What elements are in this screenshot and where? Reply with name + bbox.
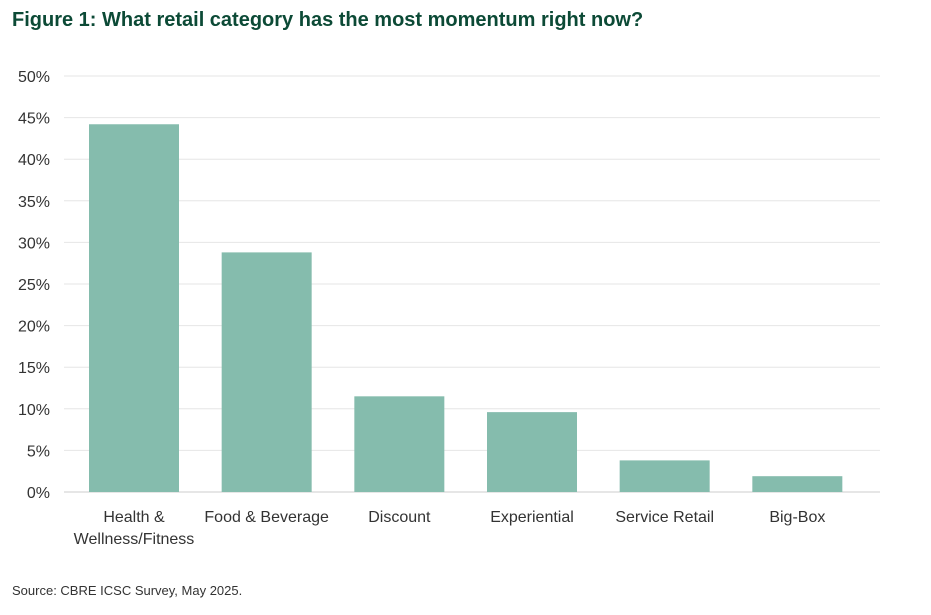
x-tick-label: Experiential xyxy=(490,509,574,526)
bar xyxy=(752,476,843,492)
source-note: Source: CBRE ICSC Survey, May 2025. xyxy=(12,583,243,598)
y-tick-label: 40% xyxy=(18,152,50,169)
x-tick-label: Food & Beverage xyxy=(204,509,329,526)
y-tick-label: 10% xyxy=(18,402,50,419)
bar xyxy=(619,460,710,492)
gridlines xyxy=(64,75,880,493)
x-tick-label: Big-Box xyxy=(769,509,825,526)
y-tick-label: 30% xyxy=(18,235,50,252)
chart-title: Figure 1: What retail category has the m… xyxy=(12,9,644,31)
y-tick-label: 25% xyxy=(18,277,50,294)
x-tick-label: Discount xyxy=(368,509,431,526)
y-axis-tick-labels: 0% 5% 10% 15% 20% 25% 30% 35% 40% 45% 50% xyxy=(18,69,50,502)
y-tick-label: 20% xyxy=(18,319,50,336)
y-tick-label: 0% xyxy=(27,485,50,502)
x-axis-category-labels: Health & Wellness/Fitness Food & Beverage D… xyxy=(74,509,826,548)
bar xyxy=(221,252,312,492)
x-tick-label: Health & Wellness/Fitness xyxy=(74,509,195,548)
x-tick-label: Service Retail xyxy=(615,509,714,526)
bar xyxy=(89,124,179,493)
bars xyxy=(89,124,843,493)
y-tick-label: 15% xyxy=(18,360,50,377)
y-tick-label: 35% xyxy=(18,194,50,211)
y-tick-label: 45% xyxy=(18,111,50,128)
y-tick-label: 50% xyxy=(18,69,50,86)
y-tick-label: 5% xyxy=(27,443,50,460)
bar xyxy=(354,396,445,492)
bar xyxy=(487,412,577,492)
